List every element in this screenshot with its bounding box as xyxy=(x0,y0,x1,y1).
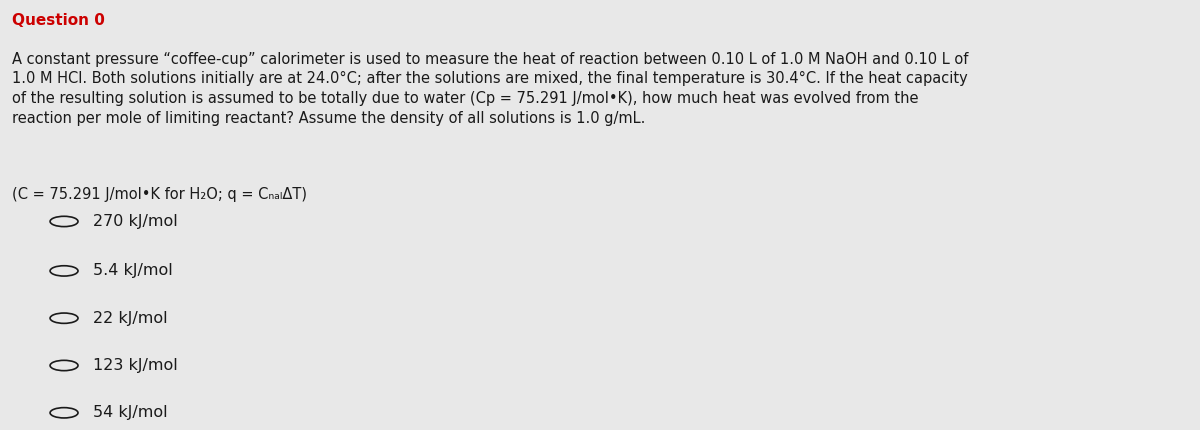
Text: 22 kJ/mol: 22 kJ/mol xyxy=(94,311,168,326)
Text: 54 kJ/mol: 54 kJ/mol xyxy=(94,405,168,420)
Text: 270 kJ/mol: 270 kJ/mol xyxy=(94,214,178,229)
Text: (C = 75.291 J/mol•K for H₂O; q = CₙₐₗΔT): (C = 75.291 J/mol•K for H₂O; q = CₙₐₗΔT) xyxy=(12,187,307,202)
Text: 123 kJ/mol: 123 kJ/mol xyxy=(94,358,178,373)
Text: 5.4 kJ/mol: 5.4 kJ/mol xyxy=(94,264,173,278)
Text: A constant pressure “coffee-cup” calorimeter is used to measure the heat of reac: A constant pressure “coffee-cup” calorim… xyxy=(12,52,968,126)
Text: Question 0: Question 0 xyxy=(12,13,104,28)
